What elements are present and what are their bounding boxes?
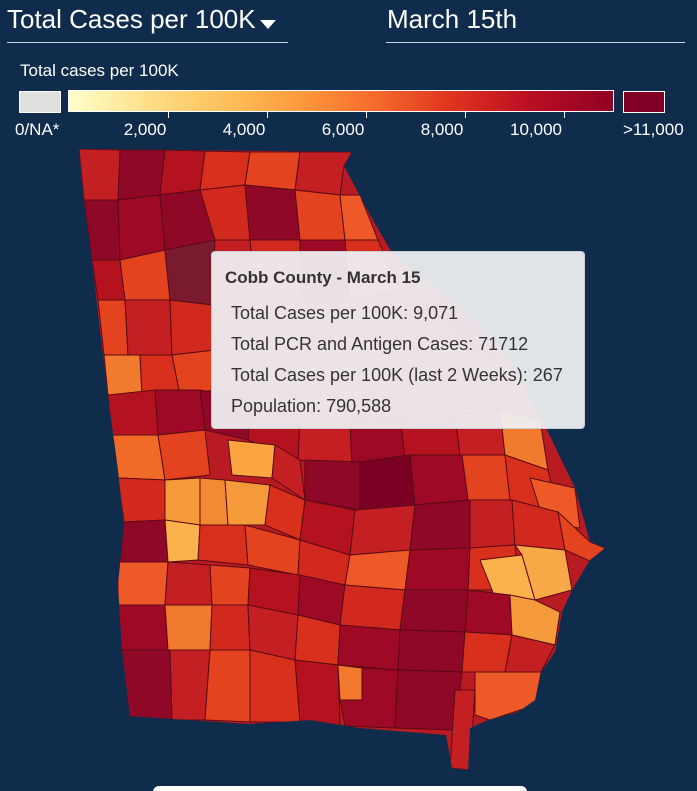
tooltip-row: Total Cases per 100K (last 2 Weeks): 267	[231, 365, 563, 385]
county[interactable]	[344, 549, 411, 591]
county[interactable]	[117, 194, 166, 261]
county[interactable]	[509, 594, 561, 646]
tooltip-title: Cobb County - March 15	[225, 268, 421, 287]
county[interactable]	[91, 259, 126, 301]
county[interactable]	[244, 151, 301, 191]
county[interactable]	[359, 454, 416, 511]
county[interactable]	[119, 519, 169, 563]
metric-dropdown-label: Total Cases per 100K	[7, 4, 256, 34]
legend-na-swatch	[19, 91, 61, 113]
county[interactable]	[449, 689, 476, 770]
county[interactable]	[79, 149, 121, 201]
county-tooltip: Cobb County - March 15 Total Cases per 1…	[211, 251, 585, 429]
county[interactable]	[124, 299, 173, 356]
county[interactable]	[117, 149, 166, 201]
county[interactable]	[171, 349, 216, 396]
legend-max-swatch	[623, 91, 665, 113]
tooltip-row: Total Cases per 100K: 9,071	[231, 303, 459, 323]
county[interactable]	[199, 477, 229, 526]
legend-tick-label: 10,000	[510, 120, 562, 139]
county[interactable]	[117, 604, 169, 651]
county[interactable]	[399, 589, 469, 633]
county[interactable]	[107, 389, 159, 436]
county[interactable]	[397, 629, 466, 673]
county[interactable]	[164, 519, 201, 563]
tooltip-row: Total PCR and Antigen Cases: 71712	[231, 334, 529, 354]
county[interactable]	[461, 631, 513, 673]
county[interactable]	[337, 624, 401, 671]
county[interactable]	[461, 454, 511, 501]
county[interactable]	[227, 439, 276, 479]
county[interactable]	[339, 584, 406, 631]
chevron-down-icon	[260, 20, 276, 29]
legend-max-label: >11,000	[623, 120, 684, 139]
legend-tick	[564, 111, 565, 118]
county[interactable]	[249, 649, 301, 723]
county[interactable]	[337, 664, 363, 701]
county[interactable]	[244, 184, 301, 241]
metric-dropdown[interactable]: Total Cases per 100K	[7, 0, 288, 43]
date-selector[interactable]: March 15th	[386, 0, 685, 43]
county[interactable]	[464, 589, 513, 636]
legend-na-label: 0/NA*	[15, 120, 60, 139]
county[interactable]	[154, 389, 206, 436]
county[interactable]	[394, 669, 463, 731]
legend-tick	[267, 111, 268, 118]
county[interactable]	[404, 547, 471, 591]
county[interactable]	[117, 477, 166, 523]
county[interactable]	[159, 149, 206, 196]
county[interactable]	[83, 199, 121, 261]
county-polygons[interactable]	[79, 149, 605, 770]
county[interactable]	[294, 189, 346, 241]
county[interactable]	[409, 499, 471, 551]
county[interactable]	[169, 299, 216, 356]
county[interactable]	[169, 649, 211, 721]
county[interactable]	[474, 671, 542, 721]
legend-tick-label: 6,000	[321, 120, 365, 139]
county[interactable]	[349, 504, 416, 556]
legend-tick	[168, 111, 169, 118]
county-cobb[interactable]	[164, 239, 216, 306]
tooltip-row: Population: 790,588	[231, 396, 392, 416]
county[interactable]	[157, 429, 211, 481]
county[interactable]	[164, 561, 213, 606]
county[interactable]	[199, 150, 251, 191]
county[interactable]	[209, 564, 251, 606]
legend-tick-label: 8,000	[420, 120, 464, 139]
legend-title: Total cases per 100K	[20, 61, 179, 80]
county[interactable]	[294, 151, 353, 196]
legend-tick	[366, 111, 367, 118]
county[interactable]	[164, 477, 201, 526]
county[interactable]	[117, 561, 169, 606]
county[interactable]	[209, 604, 251, 651]
county[interactable]	[294, 659, 341, 726]
county[interactable]	[469, 499, 516, 549]
county[interactable]	[224, 479, 271, 526]
legend-tick-label: 2,000	[123, 120, 167, 139]
county[interactable]	[119, 649, 173, 721]
county[interactable]	[204, 649, 251, 723]
legend-tick	[465, 111, 466, 118]
county[interactable]	[513, 544, 573, 601]
county[interactable]	[339, 194, 379, 241]
date-label: March 15th	[387, 4, 518, 34]
legend-color-ramp	[68, 90, 614, 112]
county[interactable]	[103, 354, 143, 396]
county[interactable]	[409, 454, 469, 506]
county[interactable]	[111, 434, 166, 481]
county[interactable]	[164, 604, 213, 651]
county[interactable]	[197, 524, 249, 566]
bottom-panel[interactable]	[153, 786, 527, 791]
legend-tick-label: 4,000	[222, 120, 266, 139]
